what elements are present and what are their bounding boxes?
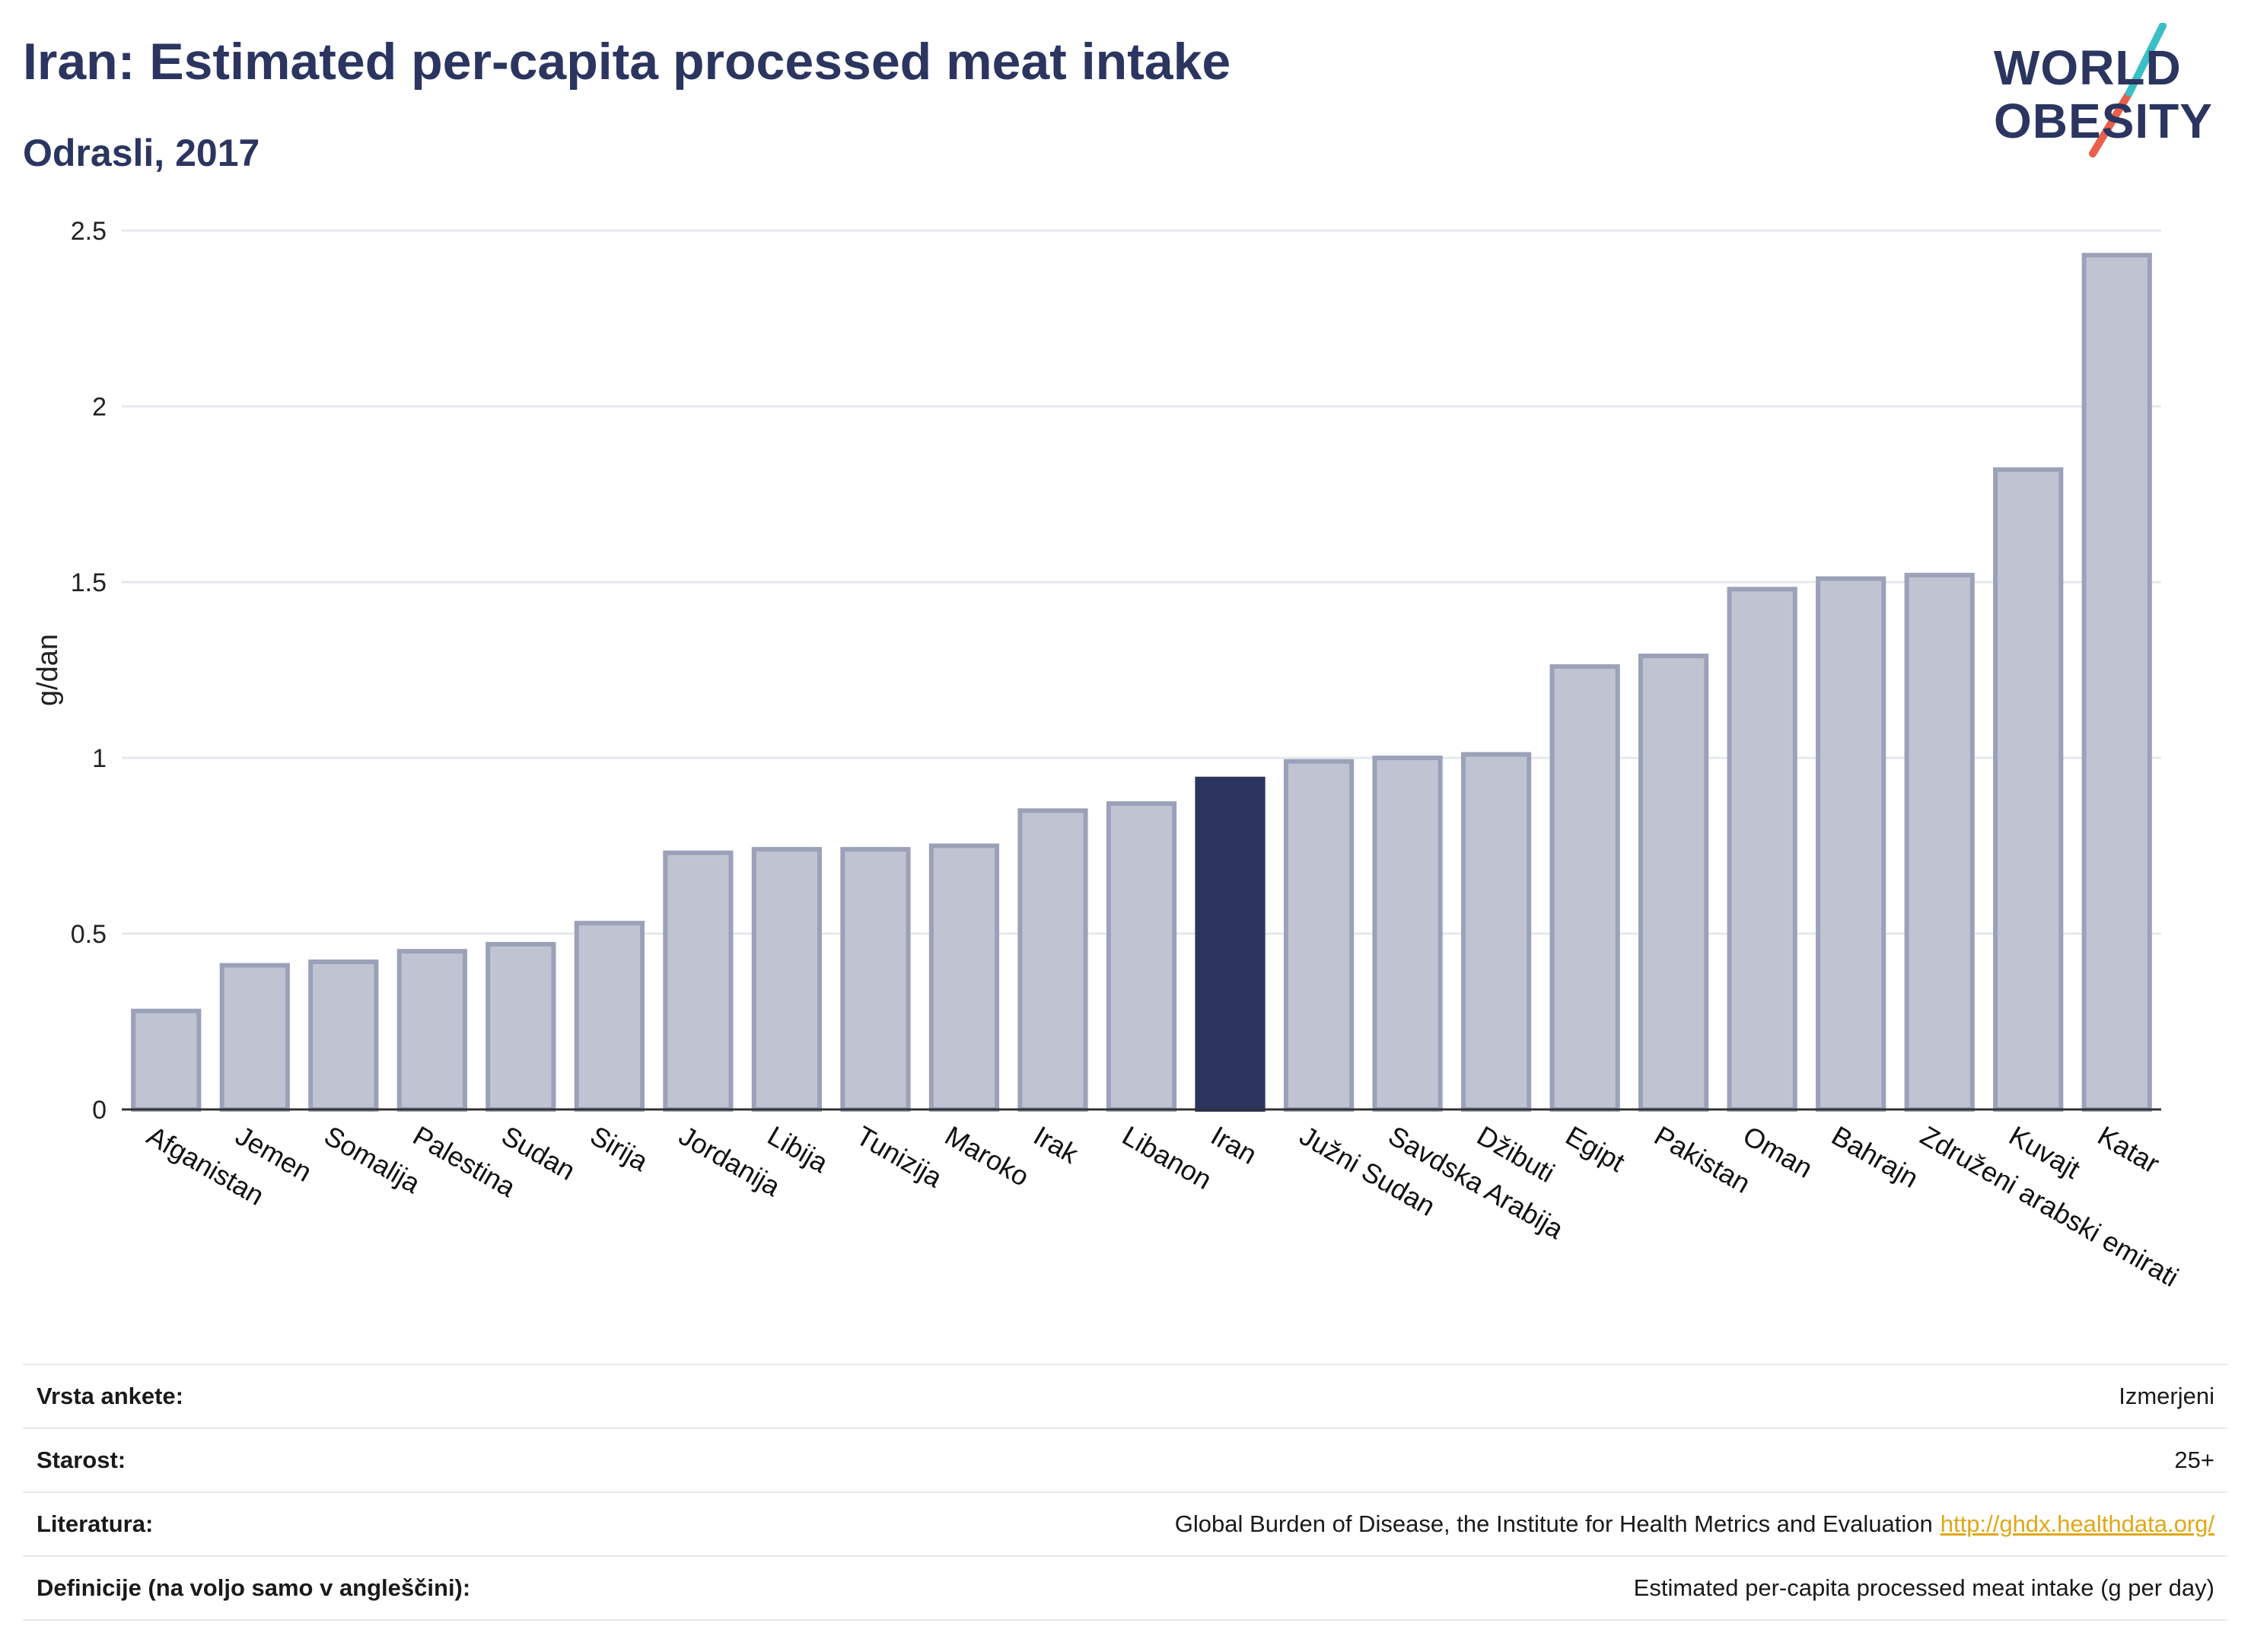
info-row-survey-type: Vrsta ankete: Izmerjeni: [23, 1364, 2228, 1428]
world-obesity-logo: WORLD OBESITY: [1994, 23, 2237, 160]
x-tick-label: Jordanija: [673, 1119, 786, 1202]
y-tick-label: 2.5: [71, 217, 107, 246]
info-row-age: Starost: 25+: [23, 1428, 2228, 1491]
info-label: Starost:: [37, 1447, 126, 1473]
x-tick-label: Pakistan: [1649, 1119, 1756, 1199]
reference-link[interactable]: http://ghdx.healthdata.org/: [1940, 1510, 2214, 1537]
y-tick-label: 2: [92, 393, 107, 422]
info-value: Global Burden of Disease, the Institute …: [1175, 1510, 2228, 1538]
bar-oman[interactable]: [1727, 587, 1797, 1112]
info-value: Estimated per-capita processed meat inta…: [1633, 1574, 2214, 1601]
bar-maroko[interactable]: [928, 843, 1000, 1112]
y-tick-label: 1.5: [71, 568, 107, 597]
bar-sudan[interactable]: [486, 941, 556, 1112]
bar-egipt[interactable]: [1549, 664, 1620, 1112]
x-tick-label: Maroko: [940, 1119, 1034, 1192]
x-tick-label: Irak: [1028, 1119, 1084, 1170]
x-tick-label: Sirija: [585, 1119, 654, 1177]
y-axis-label: g/dan: [32, 634, 64, 706]
info-row-references: Literatura: Global Burden of Disease, th…: [23, 1491, 2228, 1555]
y-tick-label: 0.5: [71, 920, 107, 949]
x-tick-label: Egipt: [1561, 1119, 1631, 1178]
bar-katar[interactable]: [2081, 253, 2152, 1112]
bar-bahrajn[interactable]: [1816, 576, 1886, 1112]
info-table: Vrsta ankete: Izmerjeni Starost: 25+ Lit…: [23, 1364, 2228, 1621]
info-value: Izmerjeni: [2119, 1383, 2214, 1409]
bar-irak[interactable]: [1017, 808, 1088, 1112]
bar-kuvajt[interactable]: [1993, 467, 2064, 1112]
x-tick-label: Iran: [1206, 1119, 1262, 1170]
x-tick-label: Libanon: [1117, 1119, 1217, 1195]
info-label: Vrsta ankete:: [37, 1383, 183, 1409]
y-tick-label: 1: [92, 744, 107, 773]
bar-jordanija[interactable]: [663, 850, 734, 1112]
bar-sirija[interactable]: [574, 921, 645, 1112]
x-tick-label: Katar: [2093, 1119, 2165, 1179]
x-tick-label: Somalija: [319, 1119, 426, 1199]
bar-afganistan[interactable]: [131, 1008, 202, 1112]
bar-pakistan[interactable]: [1638, 654, 1709, 1112]
bar-jemen[interactable]: [219, 963, 290, 1112]
logo-line2: OBESITY: [1994, 94, 2213, 148]
bars: [131, 253, 2152, 1112]
bar-somalija[interactable]: [308, 959, 379, 1112]
y-axis-ticks: 0 0.5 1 1.5 2 2.5: [71, 217, 107, 1125]
bar-savdska-arabija[interactable]: [1372, 756, 1443, 1112]
info-value: 25+: [2174, 1447, 2214, 1473]
bar-ju-ni-sudan[interactable]: [1283, 759, 1355, 1112]
bar-palestina[interactable]: [396, 949, 467, 1112]
info-row-definitions: Definicije (na voljo samo v angleščini):…: [23, 1555, 2228, 1621]
logo-slash-icon: [2089, 23, 2167, 158]
chart-title: Iran: Estimated per-capita processed mea…: [23, 33, 1231, 91]
bar-iran[interactable]: [1195, 776, 1266, 1112]
info-label: Definicije (na voljo samo v angleščini):: [37, 1574, 471, 1601]
bar-d-ibuti[interactable]: [1460, 752, 1532, 1112]
chart-subtitle: Odrasli, 2017: [23, 132, 260, 174]
info-label: Literatura:: [37, 1510, 154, 1537]
y-tick-label: 0: [92, 1096, 107, 1125]
x-tick-label: Tunizija: [851, 1119, 948, 1193]
bar-libanon[interactable]: [1106, 801, 1177, 1112]
bar-tunizija[interactable]: [840, 847, 911, 1112]
reference-text: Global Burden of Disease, the Institute …: [1174, 1510, 1933, 1537]
x-tick-label: Bahrajn: [1826, 1119, 1924, 1194]
logo-line1: WORLD: [1994, 40, 2182, 95]
bar-zdru-eni-arabski-emirati[interactable]: [1904, 572, 1975, 1112]
bar-libija[interactable]: [751, 847, 823, 1112]
